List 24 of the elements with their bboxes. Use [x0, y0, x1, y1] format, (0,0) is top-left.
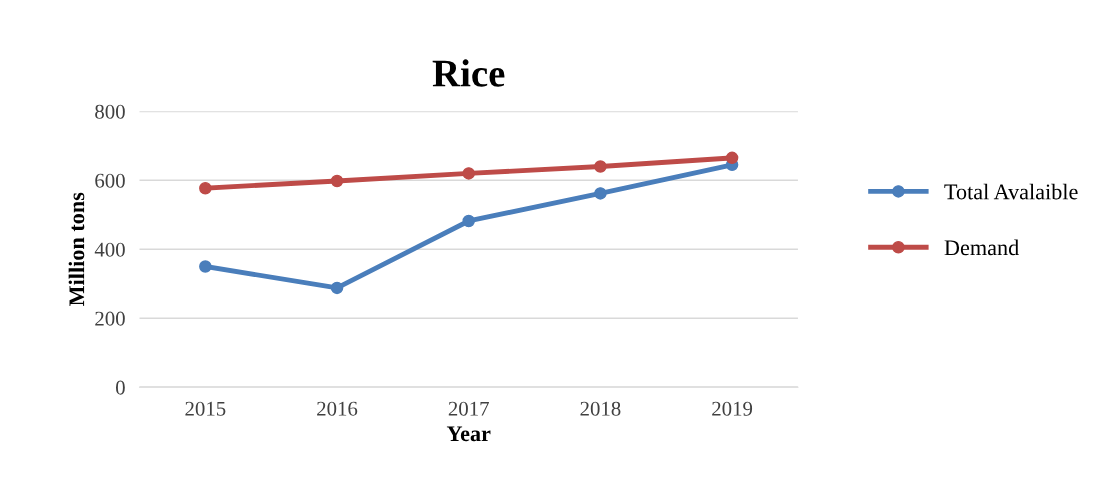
x-tick-label: 2019 — [712, 401, 753, 416]
point — [199, 260, 212, 273]
x-tick-label: 2015 — [185, 401, 226, 416]
y-tick-label: 0 — [115, 380, 125, 395]
point — [725, 151, 739, 165]
y-axis-title: Million tons — [68, 192, 85, 306]
x-tick-label: 2017 — [448, 401, 489, 416]
point — [594, 187, 607, 200]
y-tick-label: 400 — [94, 242, 125, 257]
x-tick-label: 2016 — [317, 401, 358, 416]
point — [462, 214, 475, 228]
y-tick-label: 600 — [95, 173, 125, 188]
legend-label: Total Avalaible — [944, 183, 1078, 200]
legend-label: Demand — [944, 239, 1019, 256]
chart-title: Rice — [432, 59, 505, 87]
x-tick-label: 2018 — [580, 401, 621, 416]
point — [199, 181, 212, 195]
point — [330, 174, 344, 188]
point — [594, 160, 607, 173]
y-tick-label: 800 — [95, 104, 125, 119]
point — [462, 167, 475, 180]
point — [330, 281, 344, 295]
y-tick-label: 200 — [95, 311, 125, 326]
x-axis-title: Year — [446, 426, 491, 442]
